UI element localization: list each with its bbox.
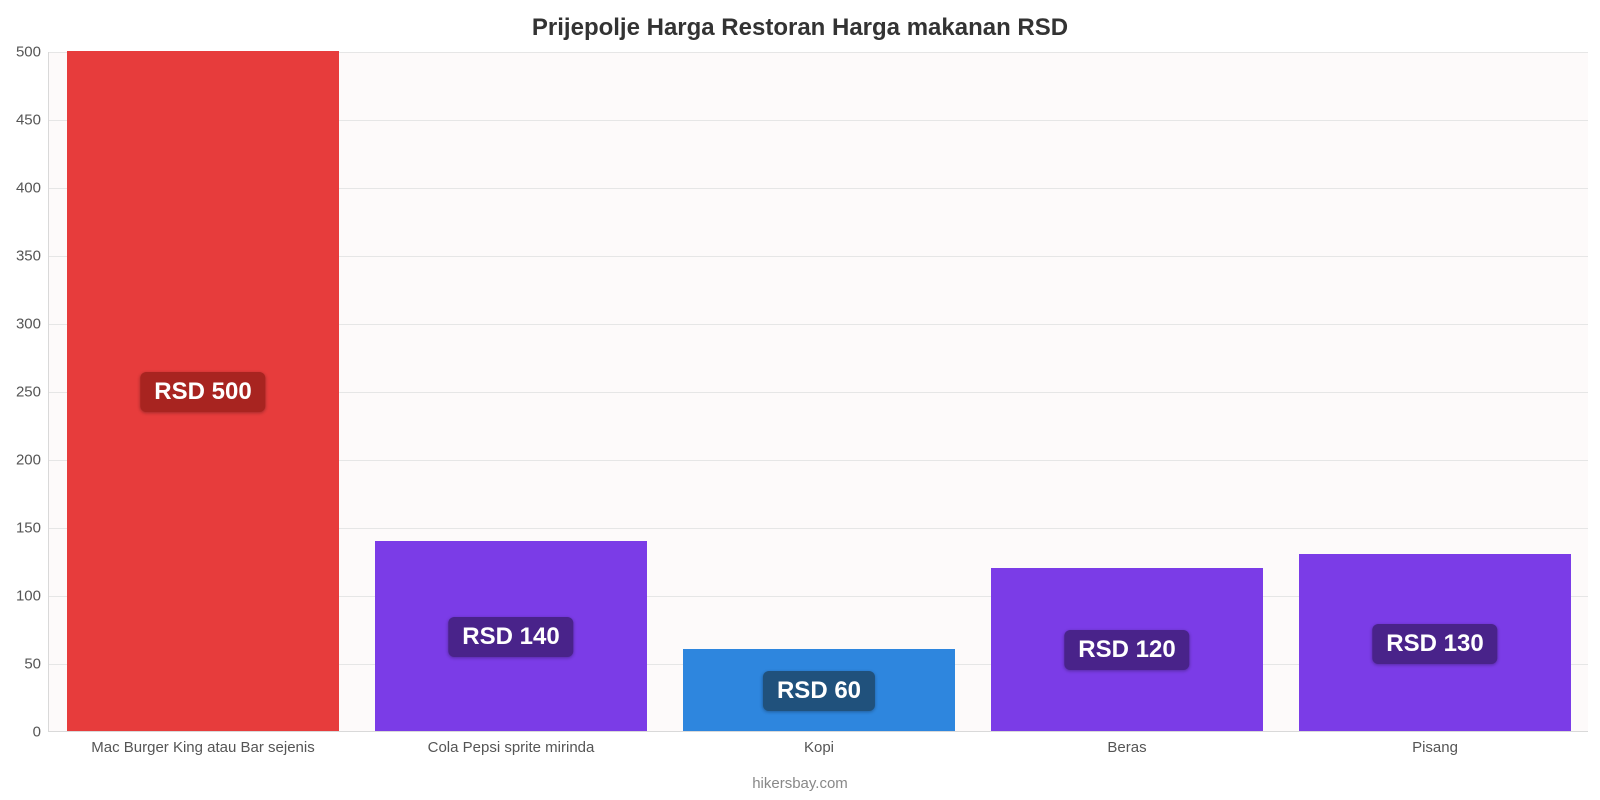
ytick-label: 0 (33, 724, 49, 741)
ytick-label: 450 (16, 112, 49, 129)
value-badge: RSD 120 (1064, 630, 1189, 670)
ytick-label: 350 (16, 248, 49, 265)
plot-area: 050100150200250300350400450500Mac Burger… (48, 52, 1588, 732)
price-bar-chart: Prijepolje Harga Restoran Harga makanan … (0, 0, 1600, 800)
xtick-label: Kopi (804, 731, 834, 756)
ytick-label: 400 (16, 180, 49, 197)
xtick-label: Pisang (1412, 731, 1458, 756)
value-badge: RSD 140 (448, 617, 573, 657)
ytick-label: 200 (16, 452, 49, 469)
xtick-label: Beras (1107, 731, 1146, 756)
xtick-label: Mac Burger King atau Bar sejenis (91, 731, 314, 756)
value-badge: RSD 500 (140, 372, 265, 412)
chart-title: Prijepolje Harga Restoran Harga makanan … (0, 14, 1600, 42)
ytick-label: 250 (16, 384, 49, 401)
ytick-label: 500 (16, 44, 49, 61)
value-badge: RSD 130 (1372, 624, 1497, 664)
ytick-label: 100 (16, 588, 49, 605)
xtick-label: Cola Pepsi sprite mirinda (428, 731, 595, 756)
value-badge: RSD 60 (763, 671, 875, 711)
ytick-label: 300 (16, 316, 49, 333)
ytick-label: 50 (24, 656, 49, 673)
credit-text: hikersbay.com (0, 775, 1600, 792)
ytick-label: 150 (16, 520, 49, 537)
